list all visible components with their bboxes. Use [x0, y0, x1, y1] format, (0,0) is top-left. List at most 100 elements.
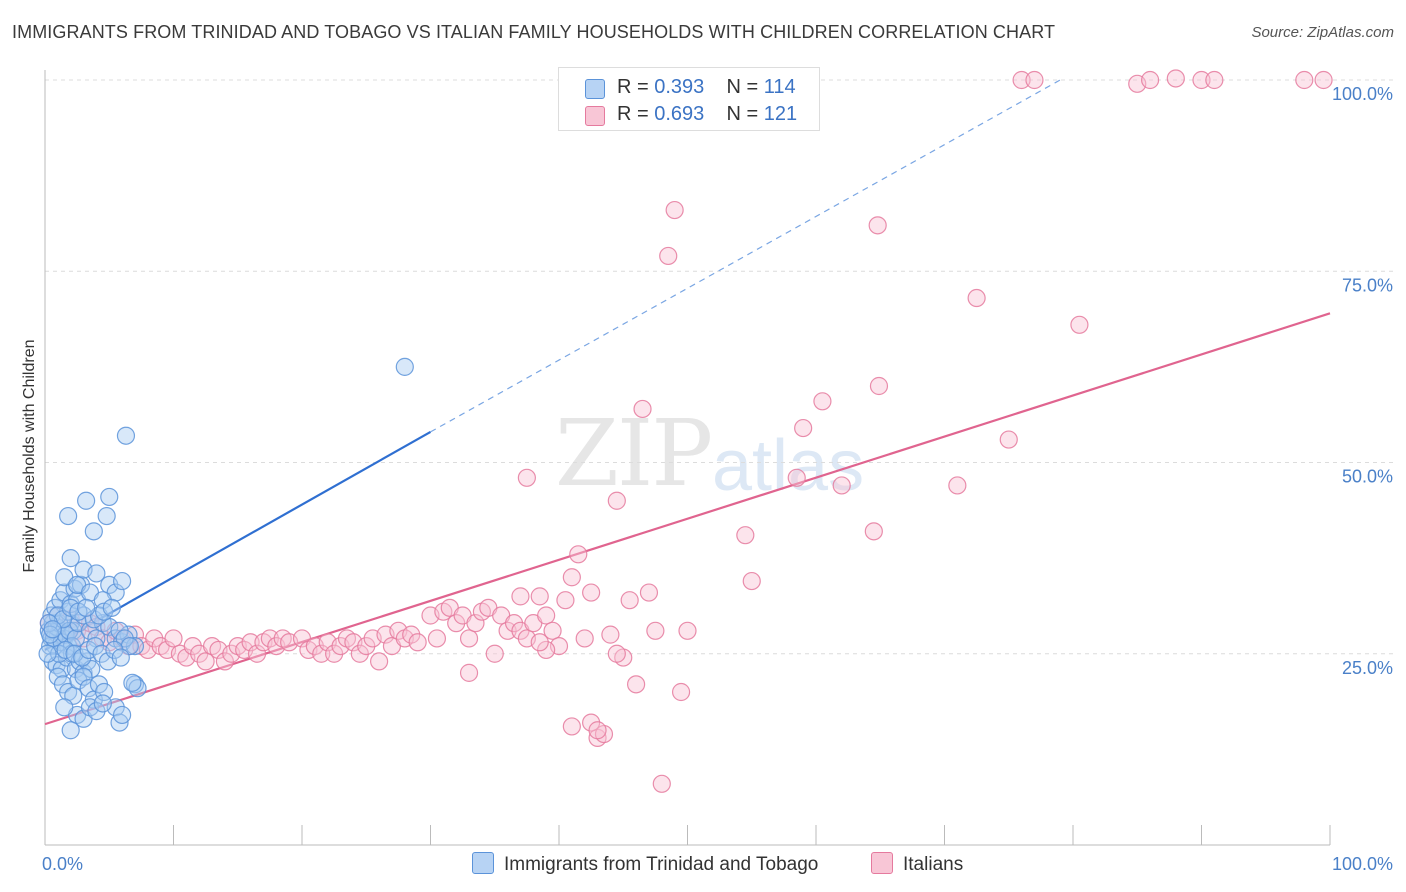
italians-point [537, 606, 556, 625]
trendline-trinidad-extension [430, 79, 1061, 433]
trinidad-point [77, 598, 96, 617]
trinidad-point [66, 629, 85, 648]
trinidad-point [125, 636, 145, 656]
italians-point [370, 652, 389, 671]
trinidad-point [128, 679, 147, 698]
grid [45, 79, 1395, 655]
italians-point [575, 629, 594, 648]
bottom-legend-label-trinidad: Immigrants from Trinidad and Tobago [504, 854, 819, 875]
trinidad-point [97, 506, 116, 526]
y-tick-label-25: 25.0% [1342, 658, 1393, 678]
bottom-legend-trinidad: Immigrants from Trinidad and Tobago [472, 852, 818, 876]
italians-point [665, 200, 684, 220]
trinidad-point [43, 620, 62, 639]
italians-point [1205, 70, 1224, 90]
italians-point [588, 721, 607, 740]
italians-point [1295, 70, 1314, 90]
italians-point [1314, 70, 1333, 90]
series-italians-points [39, 69, 1333, 793]
trinidad-point [56, 640, 75, 660]
trinidad-point [123, 673, 142, 692]
italians-point [517, 468, 536, 487]
italians-point [241, 633, 260, 652]
trinidad-point [100, 487, 119, 507]
legend-swatch-trinidad [585, 79, 605, 99]
italians-point [659, 246, 678, 266]
y-tick-label-50: 50.0% [1342, 467, 1393, 487]
italians-point [562, 568, 581, 587]
trendline-italians [44, 312, 1331, 726]
italians-point [1070, 315, 1089, 334]
italians-point [1140, 70, 1160, 90]
italians-point [562, 717, 581, 736]
watermark-zip: ZIP [555, 400, 713, 507]
bottom-legend-label-italians: Italians [903, 854, 964, 875]
italians-point [787, 468, 806, 487]
italians-point [196, 652, 215, 671]
trinidad-point [38, 644, 57, 663]
chart-title: IMMIGRANTS FROM TRINIDAD AND TOBAGO VS I… [12, 22, 1056, 42]
italians-point [485, 644, 504, 663]
italians-point [459, 663, 479, 682]
italians-point [607, 644, 626, 663]
trinidad-point [93, 694, 112, 713]
trinidad-point [55, 698, 74, 717]
italians-point [736, 526, 755, 545]
series-trinidad-points [38, 357, 414, 740]
trendlines [44, 79, 1331, 726]
italians-point [671, 682, 691, 702]
trinidad-point [87, 564, 106, 583]
trinidad-point [95, 682, 114, 702]
italians-point [312, 644, 331, 663]
italians-point [408, 633, 427, 652]
x-tick-label-0: 0.0% [42, 854, 83, 874]
italians-point [247, 644, 267, 663]
source-note: Source: ZipAtlas.com [1251, 24, 1394, 41]
trinidad-point [395, 357, 414, 376]
italians-point [543, 621, 562, 640]
trinidad-point [111, 648, 130, 667]
legend-n-italians: 121 [763, 103, 798, 125]
italians-point [1012, 70, 1031, 90]
italians-point [582, 583, 601, 602]
watermark-atlas: atlas [712, 426, 865, 506]
italians-point [164, 629, 183, 648]
trinidad-point [112, 571, 132, 591]
trinidad-point [84, 522, 103, 541]
italians-point [869, 376, 889, 396]
tick-labels: 25.0% 50.0% 75.0% 100.0% 0.0% 100.0% [42, 84, 1393, 874]
y-axis-label: Family Households with Children [21, 340, 38, 573]
trinidad-point [61, 549, 80, 568]
italians-point [794, 418, 813, 438]
italians-point [678, 621, 697, 640]
italians-point [633, 399, 652, 419]
bottom-legend-swatch-italians [871, 852, 893, 874]
italians-point [864, 522, 883, 541]
italians-point [742, 571, 761, 591]
italians-point [530, 587, 549, 606]
italians-point [813, 392, 832, 411]
italians-point [1166, 69, 1185, 88]
trinidad-point [59, 506, 78, 526]
trinidad-point [102, 598, 121, 617]
italians-point [530, 633, 549, 652]
legend-r-italians: 0.693 [654, 103, 705, 125]
italians-point [868, 216, 887, 235]
trinidad-point [112, 705, 132, 725]
y-tick-label-75: 75.0% [1342, 275, 1393, 295]
italians-point [639, 583, 659, 602]
italians-point [427, 629, 447, 648]
italians-point [459, 629, 479, 648]
italians-point [569, 545, 588, 564]
italians-point [948, 476, 967, 495]
italians-point [999, 430, 1018, 449]
italians-point [601, 625, 620, 644]
axes [44, 70, 1331, 846]
bottom-legend-italians: Italians [871, 852, 963, 876]
trinidad-point [74, 667, 93, 686]
italians-point [967, 288, 986, 308]
legend-swatch-italians [585, 106, 605, 126]
italians-point [511, 587, 530, 606]
legend-r-trinidad: 0.393 [654, 76, 705, 98]
italians-point [1192, 70, 1211, 90]
